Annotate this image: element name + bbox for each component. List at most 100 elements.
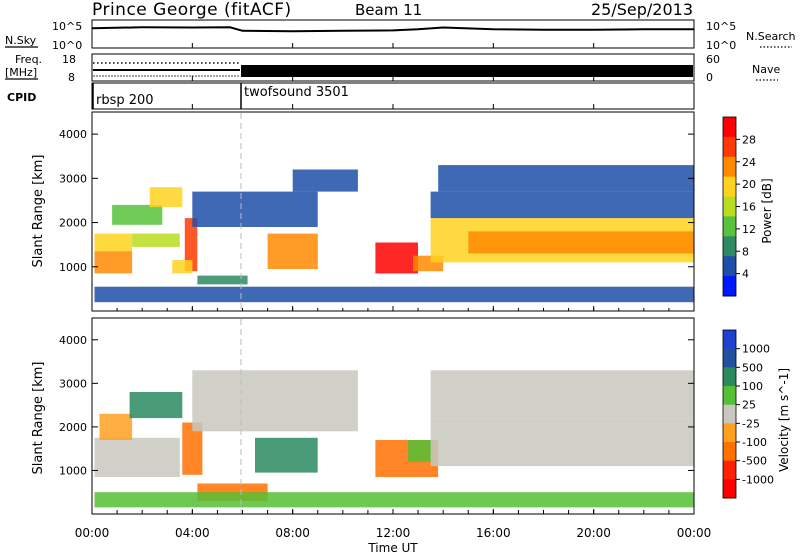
velocity-colorbar: 1000 500 100 25 -25 -100 -500 -1000 — [722, 329, 774, 499]
scatter-region — [430, 418, 694, 467]
colorbar-tick-label: 1000 — [742, 343, 770, 356]
noise-right-tick-bottom: 10^0 — [706, 39, 736, 52]
colorbar-cell — [723, 117, 736, 138]
y-tick-label: 4000 — [59, 334, 87, 347]
scatter-region — [192, 191, 318, 227]
scatter-region — [375, 242, 418, 274]
noise-right-label: N.Search — [746, 30, 796, 43]
colorbar-tick-label: -500 — [742, 455, 767, 468]
noise-sky-line — [91, 26, 694, 33]
freq-label-line1: Freq. — [15, 53, 42, 66]
velocity-panel: 1000 2000 3000 4000 Slant Range [km] 1000 50… — [31, 317, 791, 515]
colorbar-tick-label: 20 — [742, 178, 756, 191]
power-colorbar: 4 8 12 16 20 24 28 — [722, 116, 756, 297]
colorbar-tick-label: 28 — [742, 133, 756, 146]
velocity-ylabel: Slant Range [km] — [31, 362, 46, 475]
y-tick-label: 4000 — [59, 128, 87, 141]
colorbar-cell — [723, 423, 736, 443]
colorbar-tick-label: 4 — [742, 268, 749, 281]
cpid-mode-2: twofsound 3501 — [244, 85, 349, 100]
power-data — [94, 165, 695, 303]
colorbar-cell — [723, 176, 736, 198]
colorbar-cell — [723, 216, 736, 237]
y-tick-label: 2000 — [59, 421, 87, 434]
scatter-region — [172, 260, 193, 274]
scatter-region — [112, 204, 163, 225]
x-tick-label: 00:00 — [75, 526, 110, 540]
scatter-region — [267, 233, 318, 269]
x-tick-label: 08:00 — [275, 526, 310, 540]
colorbar-cell — [723, 367, 736, 387]
cpid-label: CPID — [7, 91, 36, 104]
scatter-region — [192, 370, 358, 432]
scatter-region — [94, 233, 133, 252]
colorbar-cell — [723, 276, 736, 297]
x-tick-label: 04:00 — [175, 526, 210, 540]
scatter-region — [408, 440, 434, 462]
colorbar-tick-label: -25 — [742, 417, 760, 430]
y-tick-label: 1000 — [59, 261, 87, 274]
colorbar-cell — [723, 460, 736, 480]
freq-left-tick-top: 18 — [62, 53, 76, 66]
colorbar-cell — [723, 156, 736, 178]
scatter-region — [94, 437, 180, 477]
scatter-region — [99, 413, 133, 440]
x-tick-label: 16:00 — [476, 526, 511, 540]
scatter-region — [197, 275, 248, 285]
x-tick-label: 20:00 — [576, 526, 611, 540]
date-label: 25/Sep/2013 — [591, 0, 693, 19]
station-title: Prince George (fitACF) — [92, 0, 292, 20]
y-tick-label: 3000 — [59, 377, 87, 390]
y-tick-label: 1000 — [59, 464, 87, 477]
nave-block — [241, 65, 693, 77]
colorbar-cell — [723, 442, 736, 462]
scatter-region — [182, 422, 203, 475]
x-axis-label: Time UT — [367, 541, 418, 554]
scatter-region — [438, 165, 694, 192]
noise-right-tick-top: 10^5 — [706, 20, 736, 33]
colorbar-cell — [723, 404, 736, 424]
scatter-region — [132, 233, 180, 247]
colorbar-cell — [723, 196, 736, 217]
colorbar-cell — [723, 386, 736, 406]
scatter-region — [129, 392, 183, 419]
colorbar-tick-label: 24 — [742, 156, 756, 169]
colorbar-cell — [723, 236, 736, 257]
noise-panel: N.Sky 10^5 10^0 10^5 10^0 N.Search — [5, 19, 796, 52]
colorbar-tick-label: 100 — [742, 380, 763, 393]
nave-label: Nave — [752, 63, 780, 76]
velocity-data — [94, 370, 694, 508]
colorbar-tick-label: 16 — [742, 201, 756, 214]
freq-right-tick-top: 60 — [706, 53, 720, 66]
y-tick-label: 2000 — [59, 217, 87, 230]
scatter-region — [94, 492, 694, 508]
x-tick-label: 12:00 — [376, 526, 411, 540]
scatter-region — [430, 191, 694, 219]
y-tick-label: 3000 — [59, 172, 87, 185]
power-cbar-label: Power [dB] — [760, 178, 774, 243]
freq-left-tick-bottom: 8 — [68, 71, 75, 84]
scatter-region — [149, 187, 183, 208]
velocity-cbar-label: Velocity [m s^-1] — [777, 368, 791, 472]
cpid-panel: CPID rbsp 200 twofsound 3501 — [7, 82, 695, 110]
scatter-region — [292, 169, 358, 192]
colorbar-tick-label: -1000 — [742, 473, 774, 486]
cpid-mode-1: rbsp 200 — [96, 93, 154, 108]
scatter-region — [468, 231, 695, 254]
noise-left-tick-top: 10^5 — [52, 20, 82, 33]
frequency-panel: Freq. [MHz] 18 8 60 0 Nave — [5, 53, 780, 84]
scatter-region — [255, 437, 318, 473]
colorbar-tick-label: 500 — [742, 361, 763, 374]
scatter-region — [430, 370, 694, 419]
colorbar-cell — [723, 348, 736, 368]
noise-left-label: N.Sky — [5, 34, 37, 47]
scatter-region — [94, 286, 694, 303]
power-ylabel: Slant Range [km] — [31, 155, 46, 268]
colorbar-cell — [723, 136, 736, 158]
colorbar-tick-label: 12 — [742, 223, 756, 236]
noise-left-tick-bottom: 10^0 — [52, 39, 82, 52]
colorbar-tick-label: 8 — [742, 245, 749, 258]
x-axis: 00:00 04:00 08:00 12:00 16:00 20:00 00:00 — [75, 43, 711, 540]
scatter-region — [94, 251, 133, 274]
